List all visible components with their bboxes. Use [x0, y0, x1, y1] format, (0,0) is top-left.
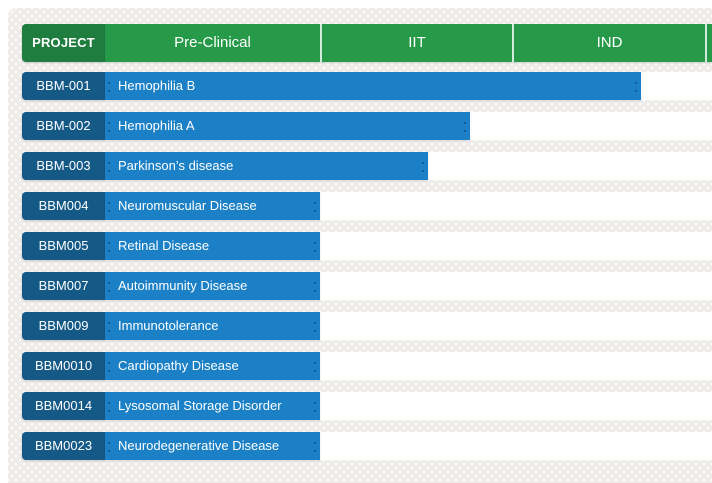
project-column-header: PROJECT	[22, 24, 105, 62]
indication-label: Retinal Disease	[118, 238, 210, 253]
table-row: BBM009 Immunotolerance	[0, 312, 712, 340]
indication-label: Hemophilia B	[118, 78, 196, 93]
indication-label: Hemophilia A	[118, 118, 195, 133]
table-row: BBM0023 Neurodegenerative Disease	[0, 432, 712, 460]
project-id-label: BBM007	[22, 272, 105, 300]
project-id-label: BBM-001	[22, 72, 105, 100]
drag-handle-dots-right-icon[interactable]	[635, 82, 637, 92]
drag-handle-dots-right-icon[interactable]	[314, 242, 316, 252]
indication-label: Immunotolerance	[118, 318, 219, 333]
drag-handle-dots-right-icon[interactable]	[314, 362, 316, 372]
drag-handle-dots-right-icon[interactable]	[314, 202, 316, 212]
progress-bar[interactable]: Cardiopathy Disease	[105, 352, 320, 380]
drag-handle-dots-left-icon[interactable]	[108, 282, 110, 292]
drag-handle-dots-left-icon[interactable]	[108, 82, 110, 92]
table-row: BBM0014 Lysosomal Storage Disorder	[0, 392, 712, 420]
project-id-label: BBM0023	[22, 432, 105, 460]
project-id-label: BBM-003	[22, 152, 105, 180]
drag-handle-dots-right-icon[interactable]	[464, 122, 466, 132]
drag-handle-dots-left-icon[interactable]	[108, 442, 110, 452]
drag-handle-dots-left-icon[interactable]	[108, 362, 110, 372]
progress-bar[interactable]: Parkinson’s disease	[105, 152, 428, 180]
project-id-label: BBM004	[22, 192, 105, 220]
progress-bar[interactable]: Retinal Disease	[105, 232, 320, 260]
progress-bar[interactable]: Lysosomal Storage Disorder	[105, 392, 320, 420]
drag-handle-dots-left-icon[interactable]	[108, 122, 110, 132]
table-row: BBM-001 Hemophilia B	[0, 72, 712, 100]
indication-label: Cardiopathy Disease	[118, 358, 239, 373]
indication-label: Neurodegenerative Disease	[118, 438, 280, 453]
project-id-label: BBM0014	[22, 392, 105, 420]
stage-header-ind: IND	[512, 24, 705, 62]
drag-handle-dots-left-icon[interactable]	[108, 402, 110, 412]
progress-bar[interactable]: Immunotolerance	[105, 312, 320, 340]
progress-bar[interactable]: Neurodegenerative Disease	[105, 432, 320, 460]
table-row: BBM007 Autoimmunity Disease	[0, 272, 712, 300]
drag-handle-dots-left-icon[interactable]	[108, 202, 110, 212]
progress-bar[interactable]: Neuromuscular Disease	[105, 192, 320, 220]
table-row: BBM-003 Parkinson’s disease	[0, 152, 712, 180]
table-row: BBM004 Neuromuscular Disease	[0, 192, 712, 220]
project-id-label: BBM009	[22, 312, 105, 340]
drag-handle-dots-right-icon[interactable]	[314, 282, 316, 292]
drag-handle-dots-right-icon[interactable]	[314, 442, 316, 452]
progress-bar[interactable]: Autoimmunity Disease	[105, 272, 320, 300]
indication-label: Neuromuscular Disease	[118, 198, 257, 213]
indication-label: Lysosomal Storage Disorder	[118, 398, 282, 413]
drag-handle-dots-left-icon[interactable]	[108, 322, 110, 332]
stage-header-bar: Pre-Clinical IIT IND	[105, 24, 712, 62]
progress-bar[interactable]: Hemophilia A	[105, 112, 470, 140]
drag-handle-dots-left-icon[interactable]	[108, 242, 110, 252]
stage-header-iit: IIT	[320, 24, 512, 62]
progress-bar[interactable]: Hemophilia B	[105, 72, 641, 100]
project-id-label: BBM-002	[22, 112, 105, 140]
drag-handle-dots-right-icon[interactable]	[314, 322, 316, 332]
indication-label: Autoimmunity Disease	[118, 278, 248, 293]
stage-header-extra	[705, 24, 712, 62]
indication-label: Parkinson’s disease	[118, 158, 234, 173]
drag-handle-dots-right-icon[interactable]	[422, 162, 424, 172]
table-row: BBM0010 Cardiopathy Disease	[0, 352, 712, 380]
table-row: BBM005 Retinal Disease	[0, 232, 712, 260]
project-id-label: BBM0010	[22, 352, 105, 380]
table-row: BBM-002 Hemophilia A	[0, 112, 712, 140]
drag-handle-dots-left-icon[interactable]	[108, 162, 110, 172]
stage-header-pre-clinical: Pre-Clinical	[105, 24, 320, 62]
project-id-label: BBM005	[22, 232, 105, 260]
drag-handle-dots-right-icon[interactable]	[314, 402, 316, 412]
